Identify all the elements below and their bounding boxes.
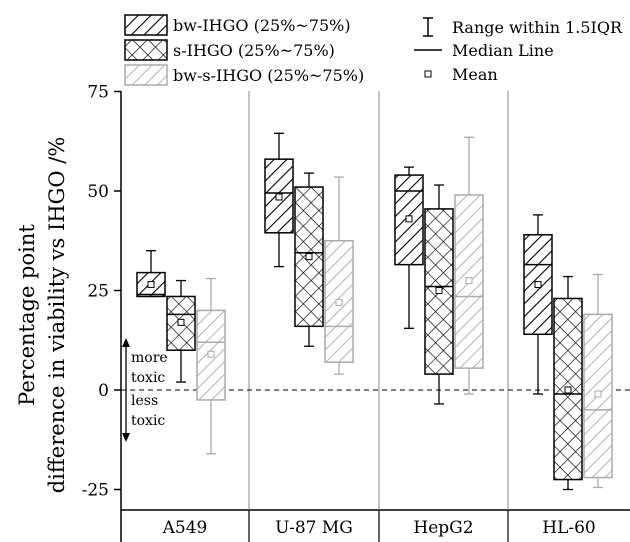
legend: bw-IHGO (25%~75%) s-IHGO (25%~75%) bw-s-… [124,14,623,86]
mean-marker [147,281,155,289]
category-labels: A549 U-87 MG HepG2 HL-60 [162,518,596,538]
legend-swatch-bw-s-ihgo [124,64,168,86]
legend-label-s-ihgo: s-IHGO (25%~75%) [173,41,335,60]
annotation-less-toxic-line-1: less [131,393,158,409]
mean-marker [177,318,185,326]
annotation-less-toxic-line-2: toxic [131,413,165,429]
legend-label-bw-s-ihgo: bw-s-IHGO (25%~75%) [173,66,364,85]
mean-marker [335,298,343,306]
mean-marker [564,386,572,394]
category-label: U-87 MG [275,518,353,538]
y-axis-ticks: -25 0 25 50 75 [82,83,121,501]
mean-marker [207,350,215,358]
mean-marker [305,253,313,261]
legend-label-range: Range within 1.5IQR [452,18,623,37]
y-tick-label: 75 [87,83,109,103]
y-axis-label-line-2: difference in viability vs IHGO /% [45,137,69,494]
legend-label-bw-ihgo: bw-IHGO (25%~75%) [173,16,351,35]
series-bw-IHGO [136,132,553,395]
category-dividers [248,91,509,542]
series-bw-s-IHGO [196,136,613,489]
legend-label-mean: Mean [452,65,498,84]
box-series [136,132,613,491]
y-axis-label-line-1: Percentage point [15,224,39,406]
y-tick-label: 0 [98,381,109,401]
category-label: A549 [162,518,208,538]
mean-marker [275,193,283,201]
mean-marker [465,277,473,285]
legend-mean-icon [424,70,432,78]
mean-marker [435,287,443,294]
annotation-more-toxic-line-2: toxic [131,370,165,386]
series-s-IHGO [166,172,583,491]
mean-marker [534,281,542,289]
legend-swatch-bw-ihgo [124,14,168,36]
mean-marker [594,390,602,398]
y-tick-label: -25 [82,481,109,501]
legend-swatch-s-ihgo [124,39,168,61]
legend-range-icon [423,17,433,37]
y-tick-label: 50 [87,182,109,202]
category-label: HepG2 [413,518,473,538]
category-label: HL-60 [542,518,596,538]
y-tick-label: 25 [87,282,109,302]
legend-label-median: Median Line [452,41,554,60]
annotation-more-toxic-line-1: more [131,350,168,366]
mean-marker [405,215,413,223]
toxicity-arrow [122,338,130,442]
